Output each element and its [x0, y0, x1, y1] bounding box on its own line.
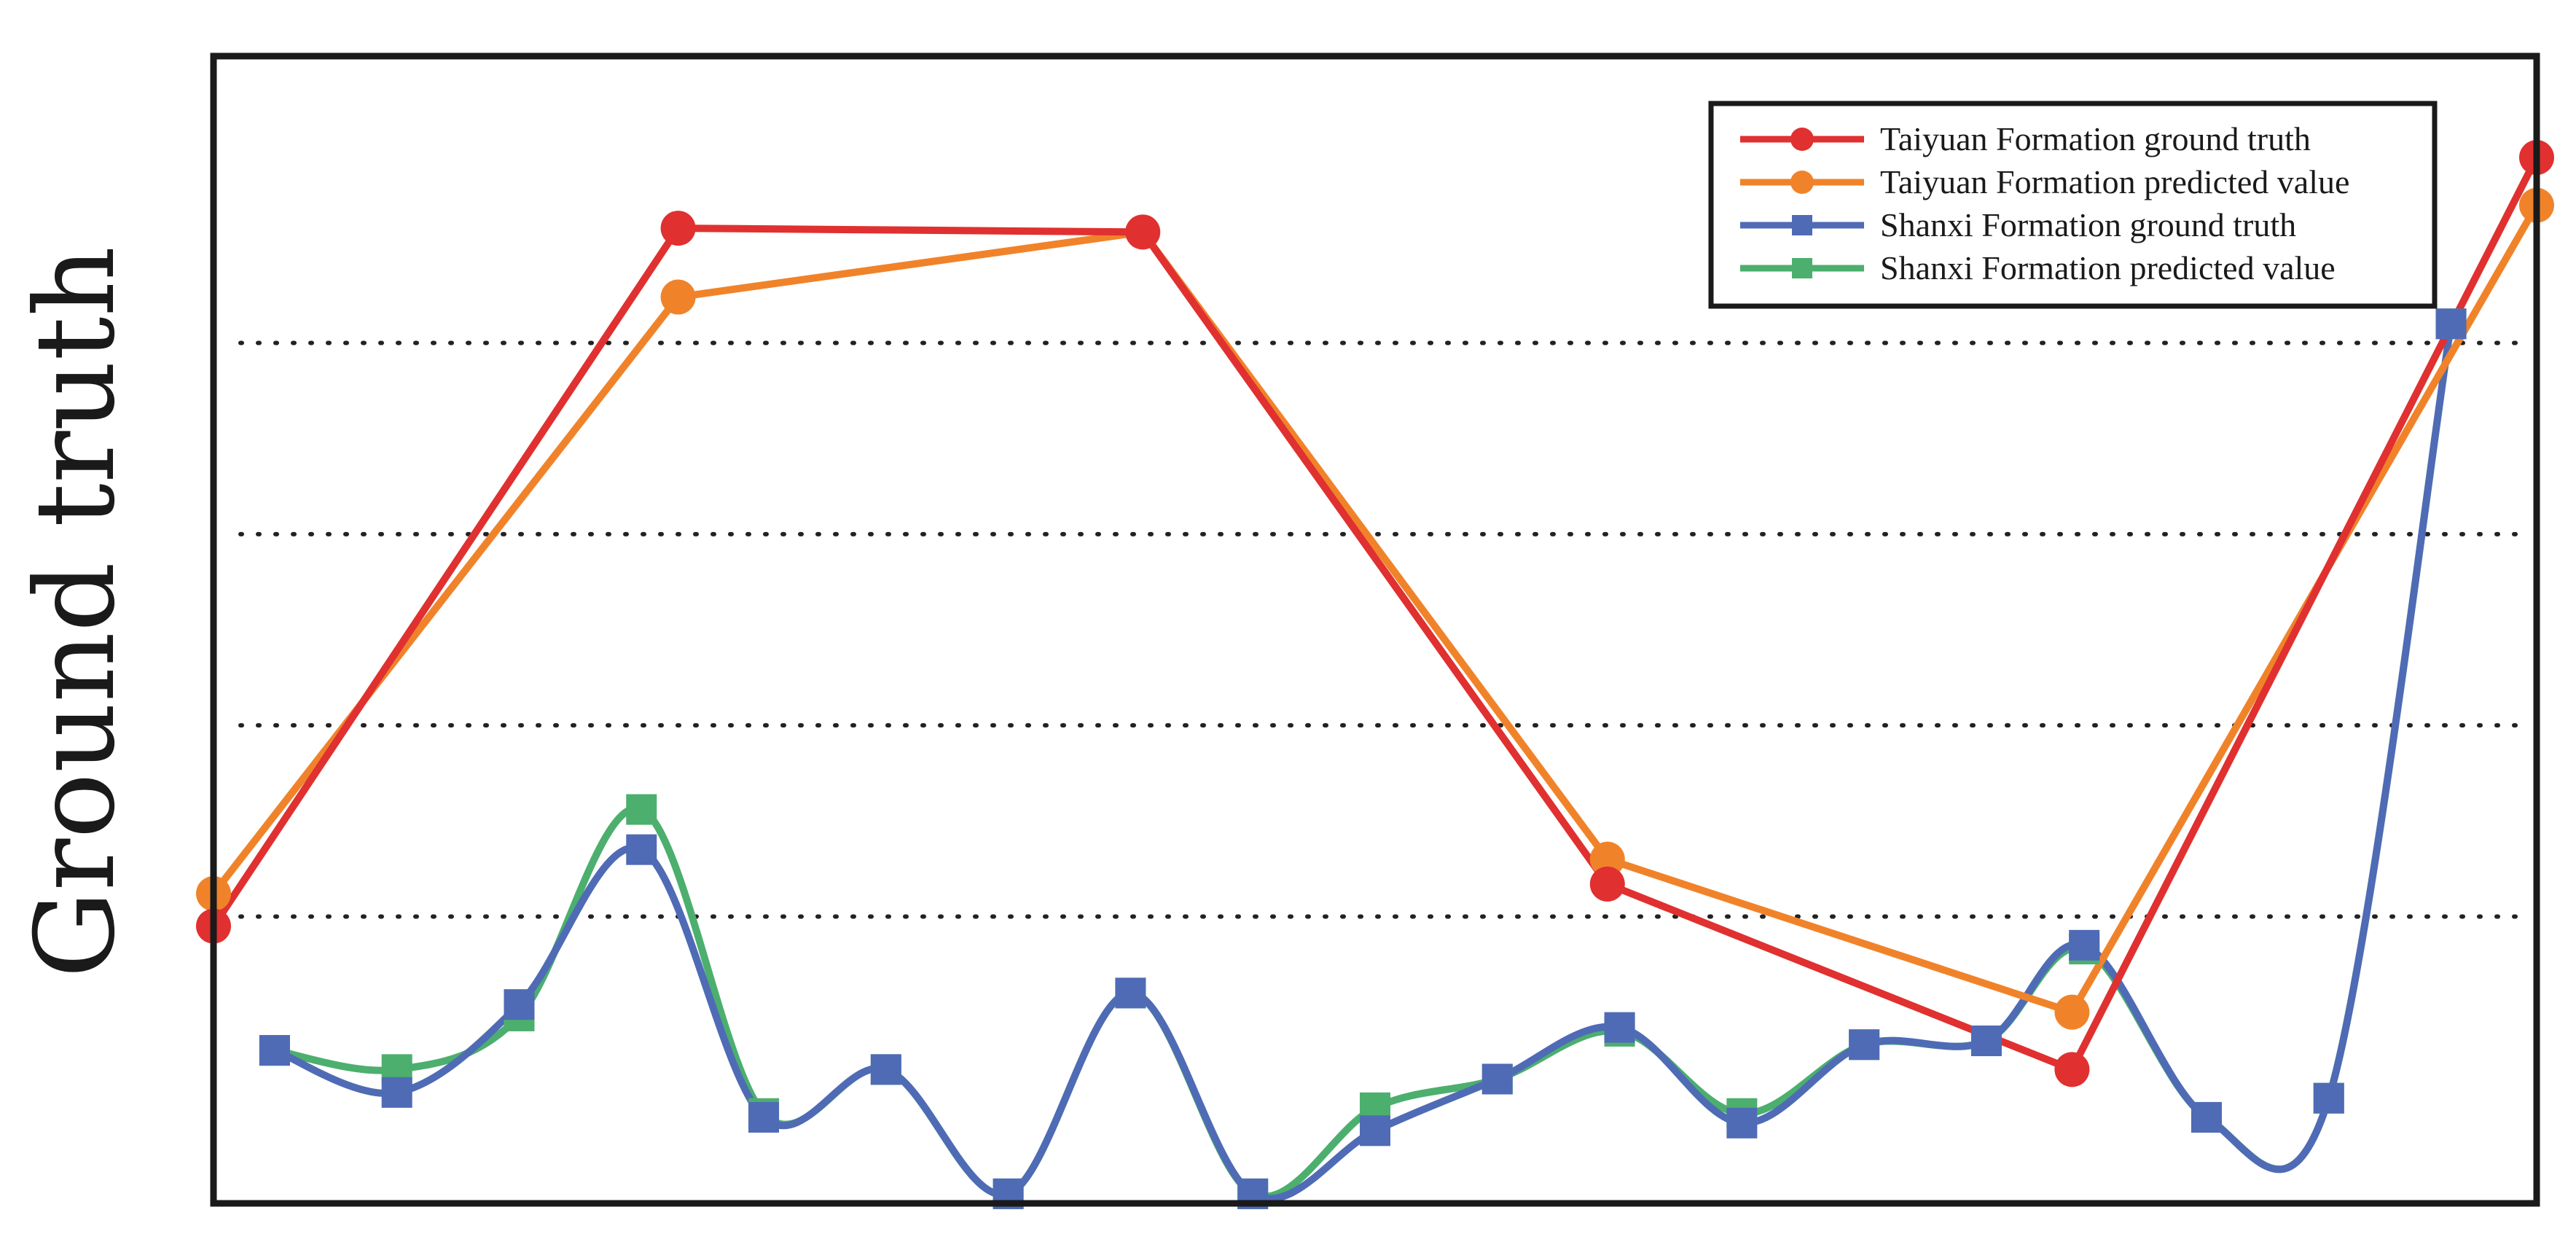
series-line [274, 323, 2455, 1200]
data-point [381, 1077, 412, 1108]
data-point [1726, 1107, 1758, 1138]
data-point [748, 1101, 780, 1133]
legend-swatch-marker [1790, 128, 1814, 151]
data-point [2069, 929, 2100, 961]
data-point [1481, 1063, 1513, 1095]
data-point [259, 1035, 290, 1066]
data-point [2054, 994, 2090, 1030]
series-line [210, 155, 2540, 1074]
data-point [1849, 1029, 1880, 1061]
legend-label: Taiyuan Formation ground truth [1880, 120, 2311, 157]
y-axis-label: Ground truth [12, 246, 139, 978]
data-point [1589, 866, 1625, 902]
legend: Taiyuan Formation ground truth Taiyuan Fo… [1708, 101, 2438, 309]
data-point [1125, 214, 1161, 250]
series-line [273, 323, 2455, 1203]
legend-label: Shanxi Formation ground truth [1880, 206, 2296, 243]
legend-label: Taiyuan Formation predicted value [1880, 163, 2349, 200]
data-point [1589, 841, 1625, 877]
data-point [2435, 308, 2467, 340]
legend-swatch-marker [1790, 171, 1814, 194]
data-point [626, 794, 657, 825]
data-point [660, 279, 696, 315]
series-line [211, 203, 2540, 1016]
data-point [2191, 1101, 2222, 1133]
data-point [1604, 1012, 1635, 1043]
data-point [626, 834, 657, 865]
data-point [504, 989, 535, 1020]
data-point [2313, 1082, 2344, 1114]
legend-swatch-marker [1792, 258, 1812, 278]
legend-swatch-marker [1792, 215, 1812, 235]
data-point [660, 211, 696, 246]
legend-label: Shanxi Formation predicted value [1880, 249, 2336, 286]
data-point [1970, 1026, 2002, 1057]
plot-frame [210, 52, 2540, 1207]
data-point [870, 1054, 901, 1085]
data-point [2054, 1052, 2090, 1087]
data-point [1115, 977, 1146, 1009]
data-point [1360, 1115, 1390, 1147]
